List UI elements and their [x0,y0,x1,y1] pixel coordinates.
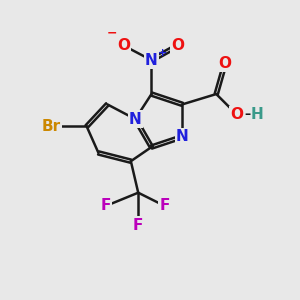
Text: H: H [250,107,263,122]
Text: F: F [160,198,170,213]
Text: F: F [100,198,111,213]
Text: N: N [145,53,158,68]
Text: F: F [133,218,143,232]
Text: −: − [107,27,118,40]
Text: N: N [129,112,142,127]
Text: O: O [172,38,184,53]
Text: +: + [158,48,167,58]
Text: Br: Br [42,119,61,134]
Text: O: O [117,38,130,53]
Text: –: – [244,108,250,121]
Text: O: O [219,56,232,70]
Text: O: O [230,107,243,122]
Text: N: N [176,129,189,144]
